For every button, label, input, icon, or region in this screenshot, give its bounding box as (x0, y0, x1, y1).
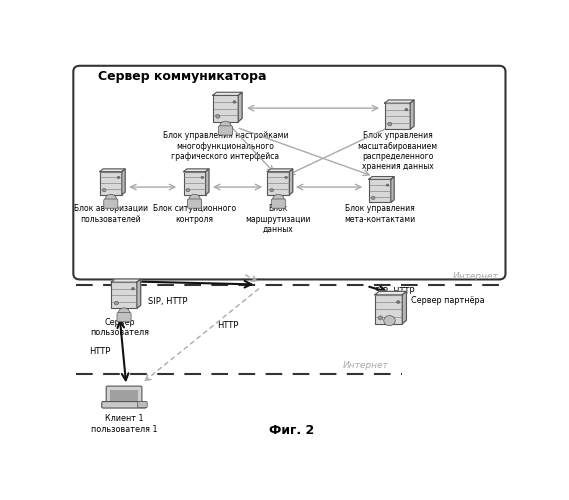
Polygon shape (290, 169, 292, 194)
Text: Блок управления настройками
многофункционального
графического интерфейса: Блок управления настройками многофункцио… (163, 131, 288, 161)
Circle shape (216, 114, 220, 118)
Circle shape (131, 288, 134, 290)
Circle shape (117, 176, 120, 178)
Polygon shape (213, 92, 242, 96)
FancyBboxPatch shape (73, 66, 505, 280)
Polygon shape (100, 169, 125, 172)
Polygon shape (205, 169, 209, 194)
Text: HTTP: HTTP (217, 321, 238, 330)
FancyBboxPatch shape (102, 402, 146, 408)
Text: SIP, HTTP: SIP, HTTP (149, 297, 188, 306)
Text: Блок управления
мета-контактами: Блок управления мета-контактами (344, 204, 415, 224)
FancyBboxPatch shape (138, 402, 147, 407)
Circle shape (397, 300, 400, 304)
Circle shape (220, 121, 231, 131)
Polygon shape (267, 169, 292, 172)
FancyBboxPatch shape (112, 282, 137, 308)
FancyBboxPatch shape (188, 199, 201, 208)
Circle shape (284, 176, 287, 178)
Text: Интернет: Интернет (453, 272, 499, 281)
Text: Сервер
пользователя: Сервер пользователя (90, 318, 149, 338)
FancyBboxPatch shape (385, 103, 410, 130)
Circle shape (186, 188, 190, 192)
Polygon shape (112, 279, 141, 282)
FancyBboxPatch shape (100, 172, 122, 194)
Circle shape (118, 308, 130, 318)
Circle shape (270, 188, 274, 192)
FancyBboxPatch shape (117, 312, 131, 322)
Polygon shape (385, 100, 414, 103)
Polygon shape (137, 279, 141, 308)
Circle shape (386, 184, 389, 186)
Polygon shape (402, 292, 406, 324)
Text: Блок
маршрутизации
данных: Блок маршрутизации данных (246, 204, 311, 234)
FancyBboxPatch shape (106, 386, 142, 404)
Text: Блок авторизации
пользователей: Блок авторизации пользователей (74, 204, 148, 224)
FancyBboxPatch shape (271, 199, 286, 208)
FancyBboxPatch shape (375, 295, 402, 324)
Polygon shape (122, 169, 125, 194)
FancyBboxPatch shape (213, 96, 238, 122)
Text: SIP, HTTP: SIP, HTTP (376, 287, 415, 296)
Text: Блок управления
масштабированием
распределенного
хранения данных: Блок управления масштабированием распред… (357, 131, 438, 172)
Polygon shape (369, 176, 394, 180)
FancyBboxPatch shape (218, 126, 233, 135)
Text: Клиент 1
пользователя 1: Клиент 1 пользователя 1 (91, 414, 157, 434)
Polygon shape (391, 176, 394, 203)
FancyBboxPatch shape (184, 172, 205, 194)
Polygon shape (375, 292, 406, 295)
Circle shape (201, 176, 204, 178)
Circle shape (387, 122, 392, 126)
Text: Интернет: Интернет (343, 361, 389, 370)
Polygon shape (184, 169, 209, 172)
Circle shape (384, 316, 395, 326)
Circle shape (378, 316, 383, 320)
Circle shape (189, 194, 200, 204)
Polygon shape (238, 92, 242, 122)
Circle shape (102, 188, 106, 192)
Text: Сервер партнёра: Сервер партнёра (411, 296, 484, 305)
Circle shape (233, 100, 236, 103)
FancyBboxPatch shape (267, 172, 290, 194)
FancyBboxPatch shape (104, 199, 118, 208)
FancyBboxPatch shape (369, 180, 391, 203)
Text: HTTP: HTTP (89, 347, 110, 356)
Circle shape (372, 196, 375, 200)
Bar (110, 390, 138, 401)
Polygon shape (410, 100, 414, 130)
Text: Блок ситуационного
контроля: Блок ситуационного контроля (153, 204, 236, 224)
Circle shape (114, 302, 118, 305)
Circle shape (405, 108, 408, 111)
Text: Сервер коммуникатора: Сервер коммуникатора (98, 70, 266, 82)
Text: Фиг. 2: Фиг. 2 (269, 424, 314, 438)
Circle shape (273, 194, 284, 204)
Circle shape (105, 194, 117, 204)
